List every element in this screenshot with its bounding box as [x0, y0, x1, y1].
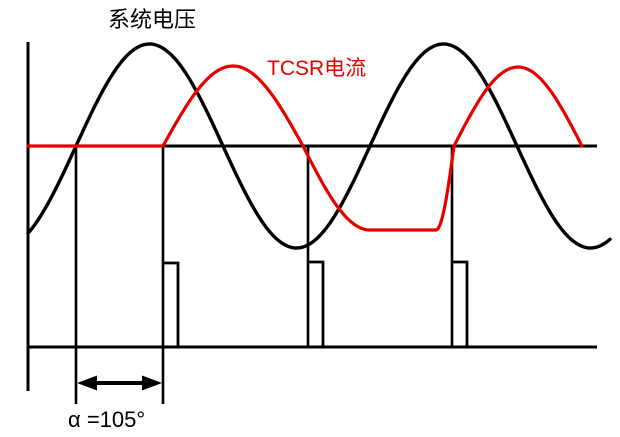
trigger-pulse-3	[452, 260, 469, 347]
voltage-wave	[26, 42, 612, 250]
voltage-label: 系统电压	[108, 7, 196, 32]
alpha-arrow	[77, 375, 162, 391]
trigger-pulse-1	[163, 261, 180, 347]
alpha-arrow-right-head-icon	[142, 375, 162, 391]
current-label: TCSR电流	[267, 57, 366, 80]
trigger-pulse-2	[308, 260, 325, 347]
alpha-arrow-left-head-icon	[77, 375, 97, 391]
current-wave	[26, 64, 584, 232]
alpha-label: α =105°	[68, 407, 145, 432]
